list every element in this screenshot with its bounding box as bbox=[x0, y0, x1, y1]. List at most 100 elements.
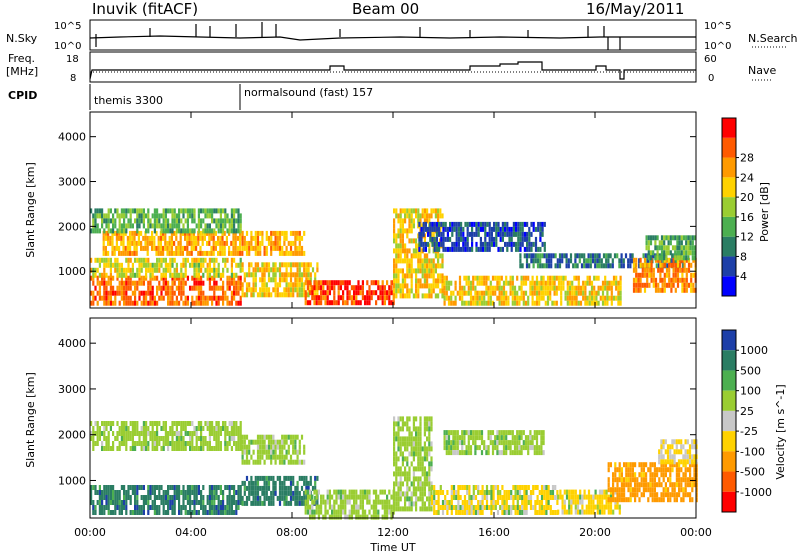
data-cell bbox=[689, 482, 692, 488]
data-cell bbox=[145, 300, 148, 306]
data-cell bbox=[235, 218, 238, 224]
data-cell bbox=[415, 466, 418, 472]
data-cell bbox=[410, 208, 413, 214]
data-cell bbox=[245, 287, 249, 293]
data-cell bbox=[615, 285, 618, 291]
data-cell bbox=[393, 426, 396, 432]
data-cell bbox=[445, 445, 448, 451]
data-cell bbox=[646, 282, 649, 288]
data-cell bbox=[211, 300, 214, 306]
data-cell bbox=[215, 257, 218, 263]
data-cell bbox=[278, 454, 282, 460]
data-cell bbox=[636, 492, 639, 498]
data-cell bbox=[92, 267, 95, 273]
data-cell bbox=[212, 240, 215, 246]
data-cell bbox=[627, 263, 630, 269]
data-cell bbox=[505, 275, 508, 281]
data-cell bbox=[423, 233, 426, 239]
data-cell bbox=[419, 456, 422, 462]
data-cell bbox=[294, 495, 297, 501]
data-cell bbox=[649, 492, 652, 498]
data-cell bbox=[662, 258, 665, 264]
data-cell bbox=[433, 500, 436, 505]
data-cell bbox=[494, 275, 497, 281]
data-cell bbox=[142, 495, 145, 500]
data-cell bbox=[324, 514, 327, 520]
data-cell bbox=[522, 280, 525, 286]
data-cell bbox=[160, 213, 163, 219]
data-cell bbox=[651, 462, 654, 468]
data-cell bbox=[235, 285, 238, 291]
data-cell bbox=[415, 436, 418, 442]
data-cell bbox=[162, 280, 165, 286]
data-cell bbox=[676, 267, 680, 273]
data-cell bbox=[676, 277, 680, 283]
data-cell bbox=[167, 431, 170, 436]
data-cell bbox=[285, 267, 288, 273]
data-cell bbox=[496, 495, 500, 500]
data-cell bbox=[202, 280, 205, 286]
data-cell bbox=[598, 504, 602, 510]
data-cell bbox=[393, 258, 396, 264]
data-cell bbox=[169, 426, 172, 431]
data-cell bbox=[660, 482, 663, 488]
data-cell bbox=[637, 277, 640, 283]
data-cell bbox=[287, 250, 290, 256]
data-cell bbox=[300, 272, 304, 278]
data-cell bbox=[486, 246, 489, 252]
data-cell bbox=[444, 246, 447, 252]
data-cell bbox=[136, 505, 139, 510]
data-cell bbox=[471, 246, 474, 252]
data-cell bbox=[265, 282, 268, 288]
data-cell bbox=[678, 240, 681, 246]
data-cell bbox=[680, 477, 683, 483]
data-cell bbox=[90, 431, 93, 436]
data-cell bbox=[410, 501, 413, 507]
data-cell bbox=[276, 230, 279, 236]
data-cell bbox=[357, 514, 360, 520]
data-cell bbox=[649, 235, 653, 241]
data-cell bbox=[195, 300, 198, 306]
data-cell bbox=[101, 505, 104, 510]
data-cell bbox=[649, 472, 652, 478]
data-cell bbox=[222, 272, 225, 278]
data-cell bbox=[204, 436, 207, 441]
data-cell bbox=[197, 295, 200, 301]
data-cell bbox=[695, 492, 698, 498]
data-cell bbox=[635, 287, 638, 293]
data-cell bbox=[120, 262, 123, 268]
data-cell bbox=[547, 490, 550, 495]
data-cell bbox=[502, 430, 506, 436]
data-cell bbox=[551, 275, 554, 281]
data-cell bbox=[579, 499, 582, 505]
data-cell bbox=[364, 489, 367, 495]
data-cell bbox=[470, 510, 473, 515]
data-cell bbox=[204, 295, 207, 301]
data-cell bbox=[423, 491, 426, 497]
data-cell bbox=[607, 253, 610, 259]
data-cell bbox=[153, 436, 156, 441]
data-cell bbox=[410, 496, 413, 502]
data-cell bbox=[156, 262, 159, 268]
data-cell bbox=[162, 436, 165, 441]
data-cell bbox=[520, 295, 523, 301]
data-cell bbox=[292, 230, 295, 236]
data-cell bbox=[96, 280, 99, 286]
data-cell bbox=[145, 228, 148, 234]
data-cell bbox=[395, 476, 398, 482]
data-cell bbox=[455, 241, 458, 247]
data-cell bbox=[406, 481, 409, 487]
data-cell bbox=[223, 230, 226, 236]
data-cell bbox=[153, 235, 156, 241]
data-cell bbox=[272, 439, 275, 445]
data-cell bbox=[215, 285, 218, 291]
data-cell bbox=[160, 272, 163, 278]
data-cell bbox=[228, 490, 231, 495]
data-cell bbox=[167, 290, 170, 296]
data-cell bbox=[233, 208, 236, 214]
data-cell bbox=[134, 490, 137, 495]
data-cell bbox=[500, 450, 503, 456]
data-cell bbox=[317, 504, 320, 510]
data-cell bbox=[412, 268, 415, 274]
data-cell bbox=[432, 258, 435, 264]
